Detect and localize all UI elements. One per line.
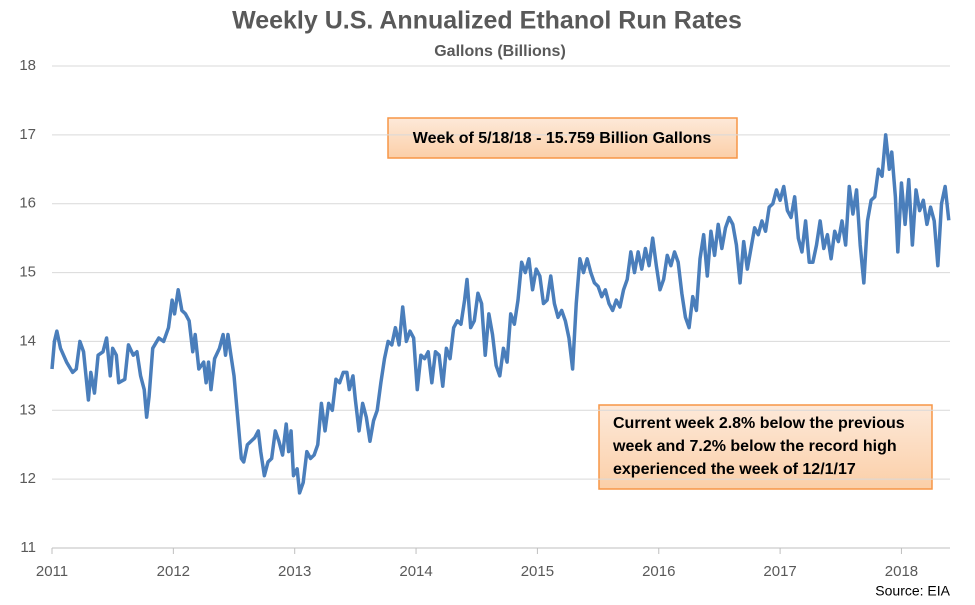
x-tick-label: 2018 — [885, 563, 918, 580]
annotation-text: Current week 2.8% below the previous — [613, 415, 905, 432]
annotation-box — [598, 404, 933, 490]
annotation-box — [387, 117, 738, 159]
source: Source: EIA — [875, 583, 950, 599]
y-tick-label: 17 — [19, 126, 36, 143]
y-tick-label: 18 — [19, 57, 36, 74]
x-tick-label: 2015 — [521, 563, 554, 580]
x-tick-label: 2014 — [399, 563, 432, 580]
y-tick-label: 13 — [19, 401, 36, 418]
x-tick-label: 2016 — [642, 563, 675, 580]
annotation-text: week and 7.2% below the record high — [612, 438, 897, 455]
chart-title: Weekly U.S. Annualized Ethanol Run Rates — [232, 7, 742, 35]
chart-subtitle: Gallons (Billions) — [434, 43, 566, 60]
x-tick-label: 2013 — [278, 563, 311, 580]
x-tick-label: 2011 — [36, 563, 68, 580]
y-tick-label: 15 — [19, 264, 36, 281]
y-tick-label: 11 — [20, 539, 36, 556]
annotation-text: Week of 5/18/18 - 15.759 Billion Gallons — [413, 130, 712, 147]
x-tick-label: 2017 — [763, 563, 796, 580]
y-tick-label: 12 — [19, 470, 36, 487]
annotation-text: experienced the week of 12/1/17 — [613, 461, 856, 478]
y-tick-label: 14 — [19, 332, 36, 349]
y-tick-label: 16 — [19, 195, 36, 212]
line-series — [50, 133, 951, 495]
x-tick-label: 2012 — [157, 563, 190, 580]
